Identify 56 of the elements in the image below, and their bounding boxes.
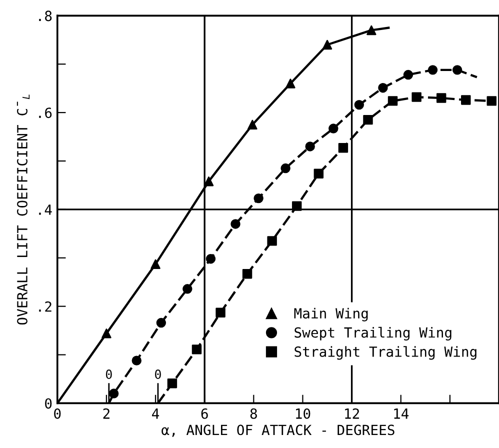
x-tick-label: 4 bbox=[152, 408, 160, 419]
point bbox=[388, 96, 398, 106]
point bbox=[102, 328, 112, 338]
point bbox=[292, 201, 302, 211]
point bbox=[314, 168, 324, 178]
point bbox=[216, 308, 226, 318]
y-tick-label: .6 bbox=[39, 108, 52, 118]
x-tick-label: 14 bbox=[394, 408, 409, 419]
x-tick-label: 0 bbox=[54, 408, 61, 419]
point bbox=[322, 40, 332, 50]
x-tick-label: 12 bbox=[345, 408, 359, 419]
point bbox=[156, 318, 166, 328]
point bbox=[192, 344, 202, 354]
annotation: 0 bbox=[106, 370, 112, 379]
point bbox=[182, 284, 192, 294]
legend-label: Straight Trailing Wing bbox=[294, 346, 476, 360]
x-tick-label: 6 bbox=[201, 408, 208, 419]
y-tick-label: .8 bbox=[39, 10, 52, 22]
point bbox=[328, 124, 338, 134]
point bbox=[242, 269, 252, 279]
point bbox=[366, 25, 376, 36]
y-axis-title: OVERALL LIFT COEFFICIENT C̄$_{L}$ bbox=[16, 94, 30, 325]
y-tick-label: .4 bbox=[39, 204, 52, 215]
x-tick-label: 8 bbox=[250, 408, 257, 419]
point bbox=[363, 114, 373, 125]
point bbox=[248, 120, 258, 130]
point bbox=[206, 254, 216, 264]
x-tick-label: 10 bbox=[296, 408, 310, 419]
x-tick-label: 2 bbox=[103, 408, 110, 419]
point bbox=[286, 78, 296, 88]
point bbox=[254, 193, 264, 204]
annotation: 0 bbox=[155, 370, 161, 379]
x-axis-title: α, ANGLE OF ATTACK - DEGREES bbox=[162, 424, 394, 437]
point bbox=[150, 259, 160, 270]
point bbox=[167, 378, 178, 388]
point bbox=[230, 219, 240, 229]
y-tick-label: .2 bbox=[39, 301, 52, 312]
point bbox=[354, 100, 364, 110]
point bbox=[204, 176, 214, 186]
point bbox=[267, 236, 277, 246]
point bbox=[378, 82, 388, 93]
point bbox=[486, 96, 496, 106]
point bbox=[280, 163, 290, 174]
point bbox=[461, 95, 471, 105]
point bbox=[338, 143, 348, 153]
point bbox=[108, 388, 119, 398]
point bbox=[305, 142, 315, 152]
point bbox=[412, 92, 422, 102]
point bbox=[403, 70, 414, 80]
point bbox=[428, 65, 438, 75]
point bbox=[452, 65, 462, 75]
y-tick-label: 0 bbox=[45, 398, 52, 409]
legend-label: Swept Trailing Wing bbox=[294, 326, 452, 341]
point bbox=[436, 93, 446, 103]
point bbox=[132, 356, 142, 366]
legend-label: Main Wing bbox=[294, 308, 368, 322]
